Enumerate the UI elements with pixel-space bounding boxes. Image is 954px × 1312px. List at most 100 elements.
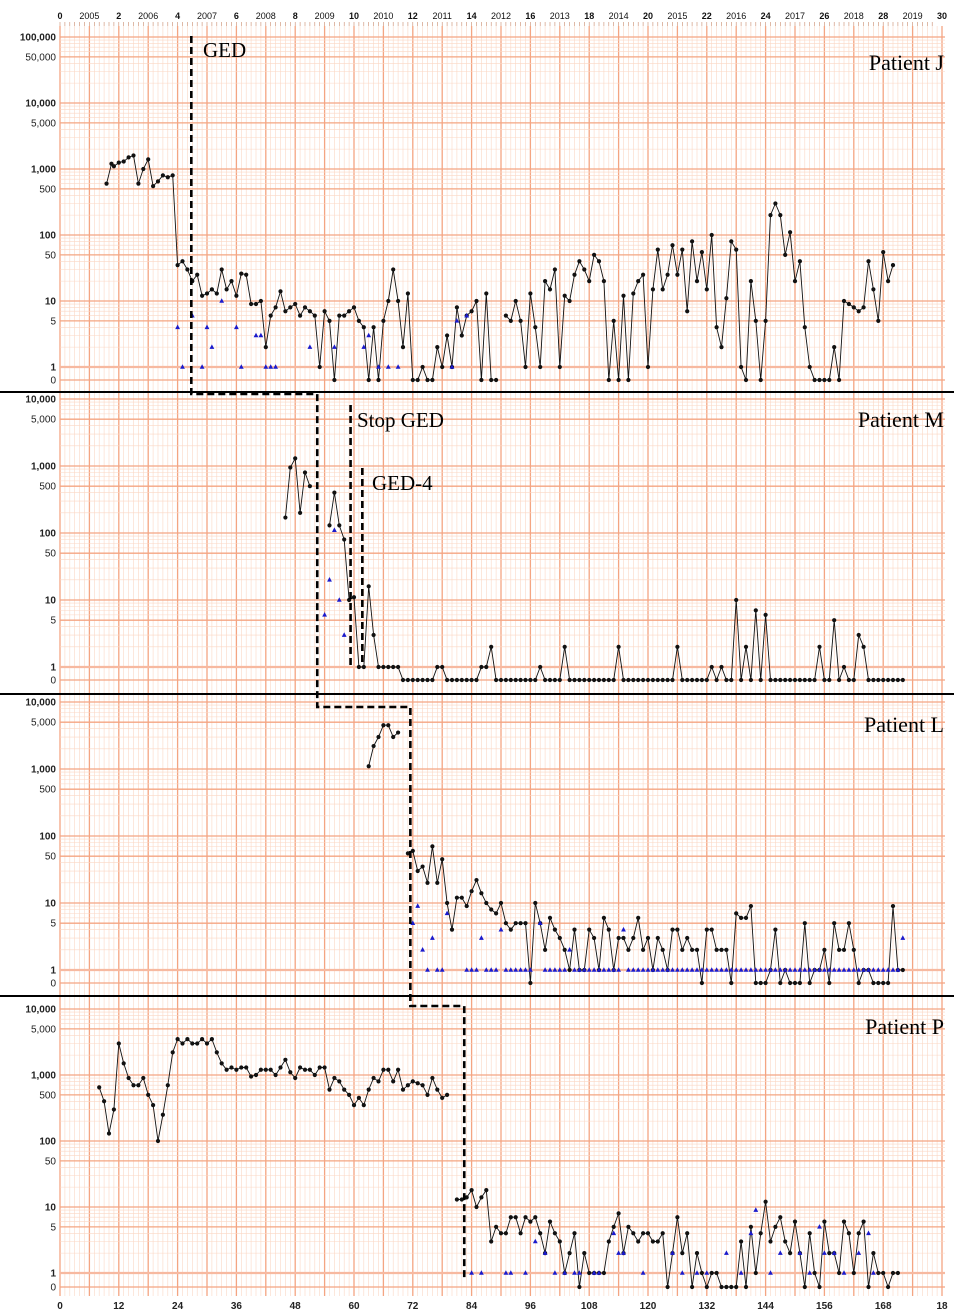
- triangle-point: [464, 967, 470, 972]
- data-point: [503, 677, 508, 683]
- data-point: [391, 664, 396, 670]
- triangle-point: [332, 344, 337, 349]
- data-point: [807, 364, 812, 370]
- data-point: [719, 947, 724, 952]
- data-point: [587, 279, 592, 284]
- data-point: [425, 880, 430, 885]
- data-point: [797, 259, 803, 264]
- triangle-point: [841, 1270, 847, 1275]
- data-point: [288, 1070, 293, 1075]
- data-point: [449, 927, 455, 932]
- data-point: [694, 279, 700, 284]
- x-tick-label: 168: [875, 1301, 892, 1312]
- data-point: [783, 1239, 788, 1244]
- top-tick-label: 28: [878, 11, 888, 21]
- top-tick-label: 18: [584, 11, 594, 21]
- data-point: [361, 325, 366, 330]
- data-point: [890, 677, 896, 683]
- data-point: [577, 677, 582, 683]
- data-point: [175, 1036, 180, 1042]
- data-point: [376, 734, 381, 740]
- data-point: [111, 164, 116, 169]
- data-point: [405, 1083, 410, 1088]
- data-point: [675, 927, 680, 932]
- data-point: [523, 1215, 528, 1220]
- data-point: [572, 677, 577, 683]
- data-point: [685, 309, 690, 314]
- data-point: [596, 677, 602, 683]
- triangle-point: [616, 1250, 621, 1255]
- data-point: [165, 1083, 170, 1088]
- data-point: [498, 900, 504, 906]
- triangle-point: [542, 1250, 548, 1255]
- triangle-point: [523, 1270, 528, 1275]
- data-point: [469, 677, 474, 683]
- y-tick-label: 1: [50, 1269, 56, 1280]
- y-tick-label: 100: [39, 832, 56, 843]
- data-point: [685, 935, 690, 941]
- data-point: [753, 608, 758, 613]
- x-tick-label: 24: [172, 1301, 184, 1312]
- data-point: [376, 664, 381, 670]
- triangle-point: [856, 1250, 862, 1255]
- data-point: [616, 377, 621, 383]
- data-point: [788, 980, 793, 986]
- year-label: 2012: [491, 11, 511, 21]
- triangle-point: [253, 332, 259, 338]
- data-point: [675, 1215, 680, 1220]
- year-label: 2015: [667, 11, 687, 21]
- data-point: [631, 291, 636, 296]
- triangle-point: [385, 364, 391, 369]
- data-point: [641, 677, 646, 683]
- data-point: [391, 267, 396, 272]
- triangle-point: [234, 324, 239, 330]
- data-point: [675, 272, 680, 277]
- grid: [59, 26, 945, 1296]
- data-point: [587, 1270, 592, 1276]
- data-point: [538, 364, 543, 370]
- data-point: [685, 677, 690, 683]
- data-point: [592, 677, 597, 683]
- data-point: [871, 980, 876, 986]
- series-line: [98, 1038, 448, 1142]
- data-point: [498, 1231, 504, 1236]
- data-point: [332, 490, 337, 495]
- top-tick-label: 20: [643, 11, 653, 21]
- y-tick-label: 5,000: [31, 118, 56, 129]
- data-point: [660, 287, 665, 292]
- triangle-point: [768, 1270, 773, 1275]
- triangle-point: [621, 1250, 626, 1255]
- data-point: [474, 877, 479, 883]
- data-point: [802, 1284, 807, 1290]
- triangle-point: [219, 298, 225, 303]
- x-tick-label: 144: [757, 1301, 774, 1312]
- triangle-point: [415, 903, 421, 908]
- data-point: [258, 298, 263, 304]
- triangle-point: [616, 967, 621, 972]
- data-point: [876, 318, 881, 323]
- triangle-point: [528, 967, 533, 972]
- series-line: [284, 456, 311, 518]
- triangle-point: [861, 967, 866, 972]
- data-point: [626, 377, 631, 383]
- data-point: [670, 243, 675, 248]
- top-tick-label: 30: [937, 11, 947, 21]
- data-point: [253, 301, 259, 307]
- data-point: [704, 1284, 709, 1290]
- top-tick-label: 2: [116, 11, 121, 21]
- y-tick-label: 10: [45, 899, 57, 910]
- triangle-point: [479, 1270, 484, 1275]
- data-point: [690, 1284, 695, 1290]
- data-point: [528, 980, 533, 986]
- data-point: [180, 1041, 185, 1046]
- annotation-stop-ged: Stop GED: [357, 408, 444, 432]
- data-point: [351, 595, 357, 600]
- triangle-point: [552, 967, 558, 972]
- data-point: [327, 318, 332, 323]
- data-point: [841, 298, 847, 304]
- y-tick-label: 5: [50, 616, 56, 627]
- data-point: [621, 677, 626, 683]
- data-point: [626, 677, 631, 683]
- y-tick-label: 10,000: [25, 395, 56, 406]
- data-point: [592, 252, 597, 257]
